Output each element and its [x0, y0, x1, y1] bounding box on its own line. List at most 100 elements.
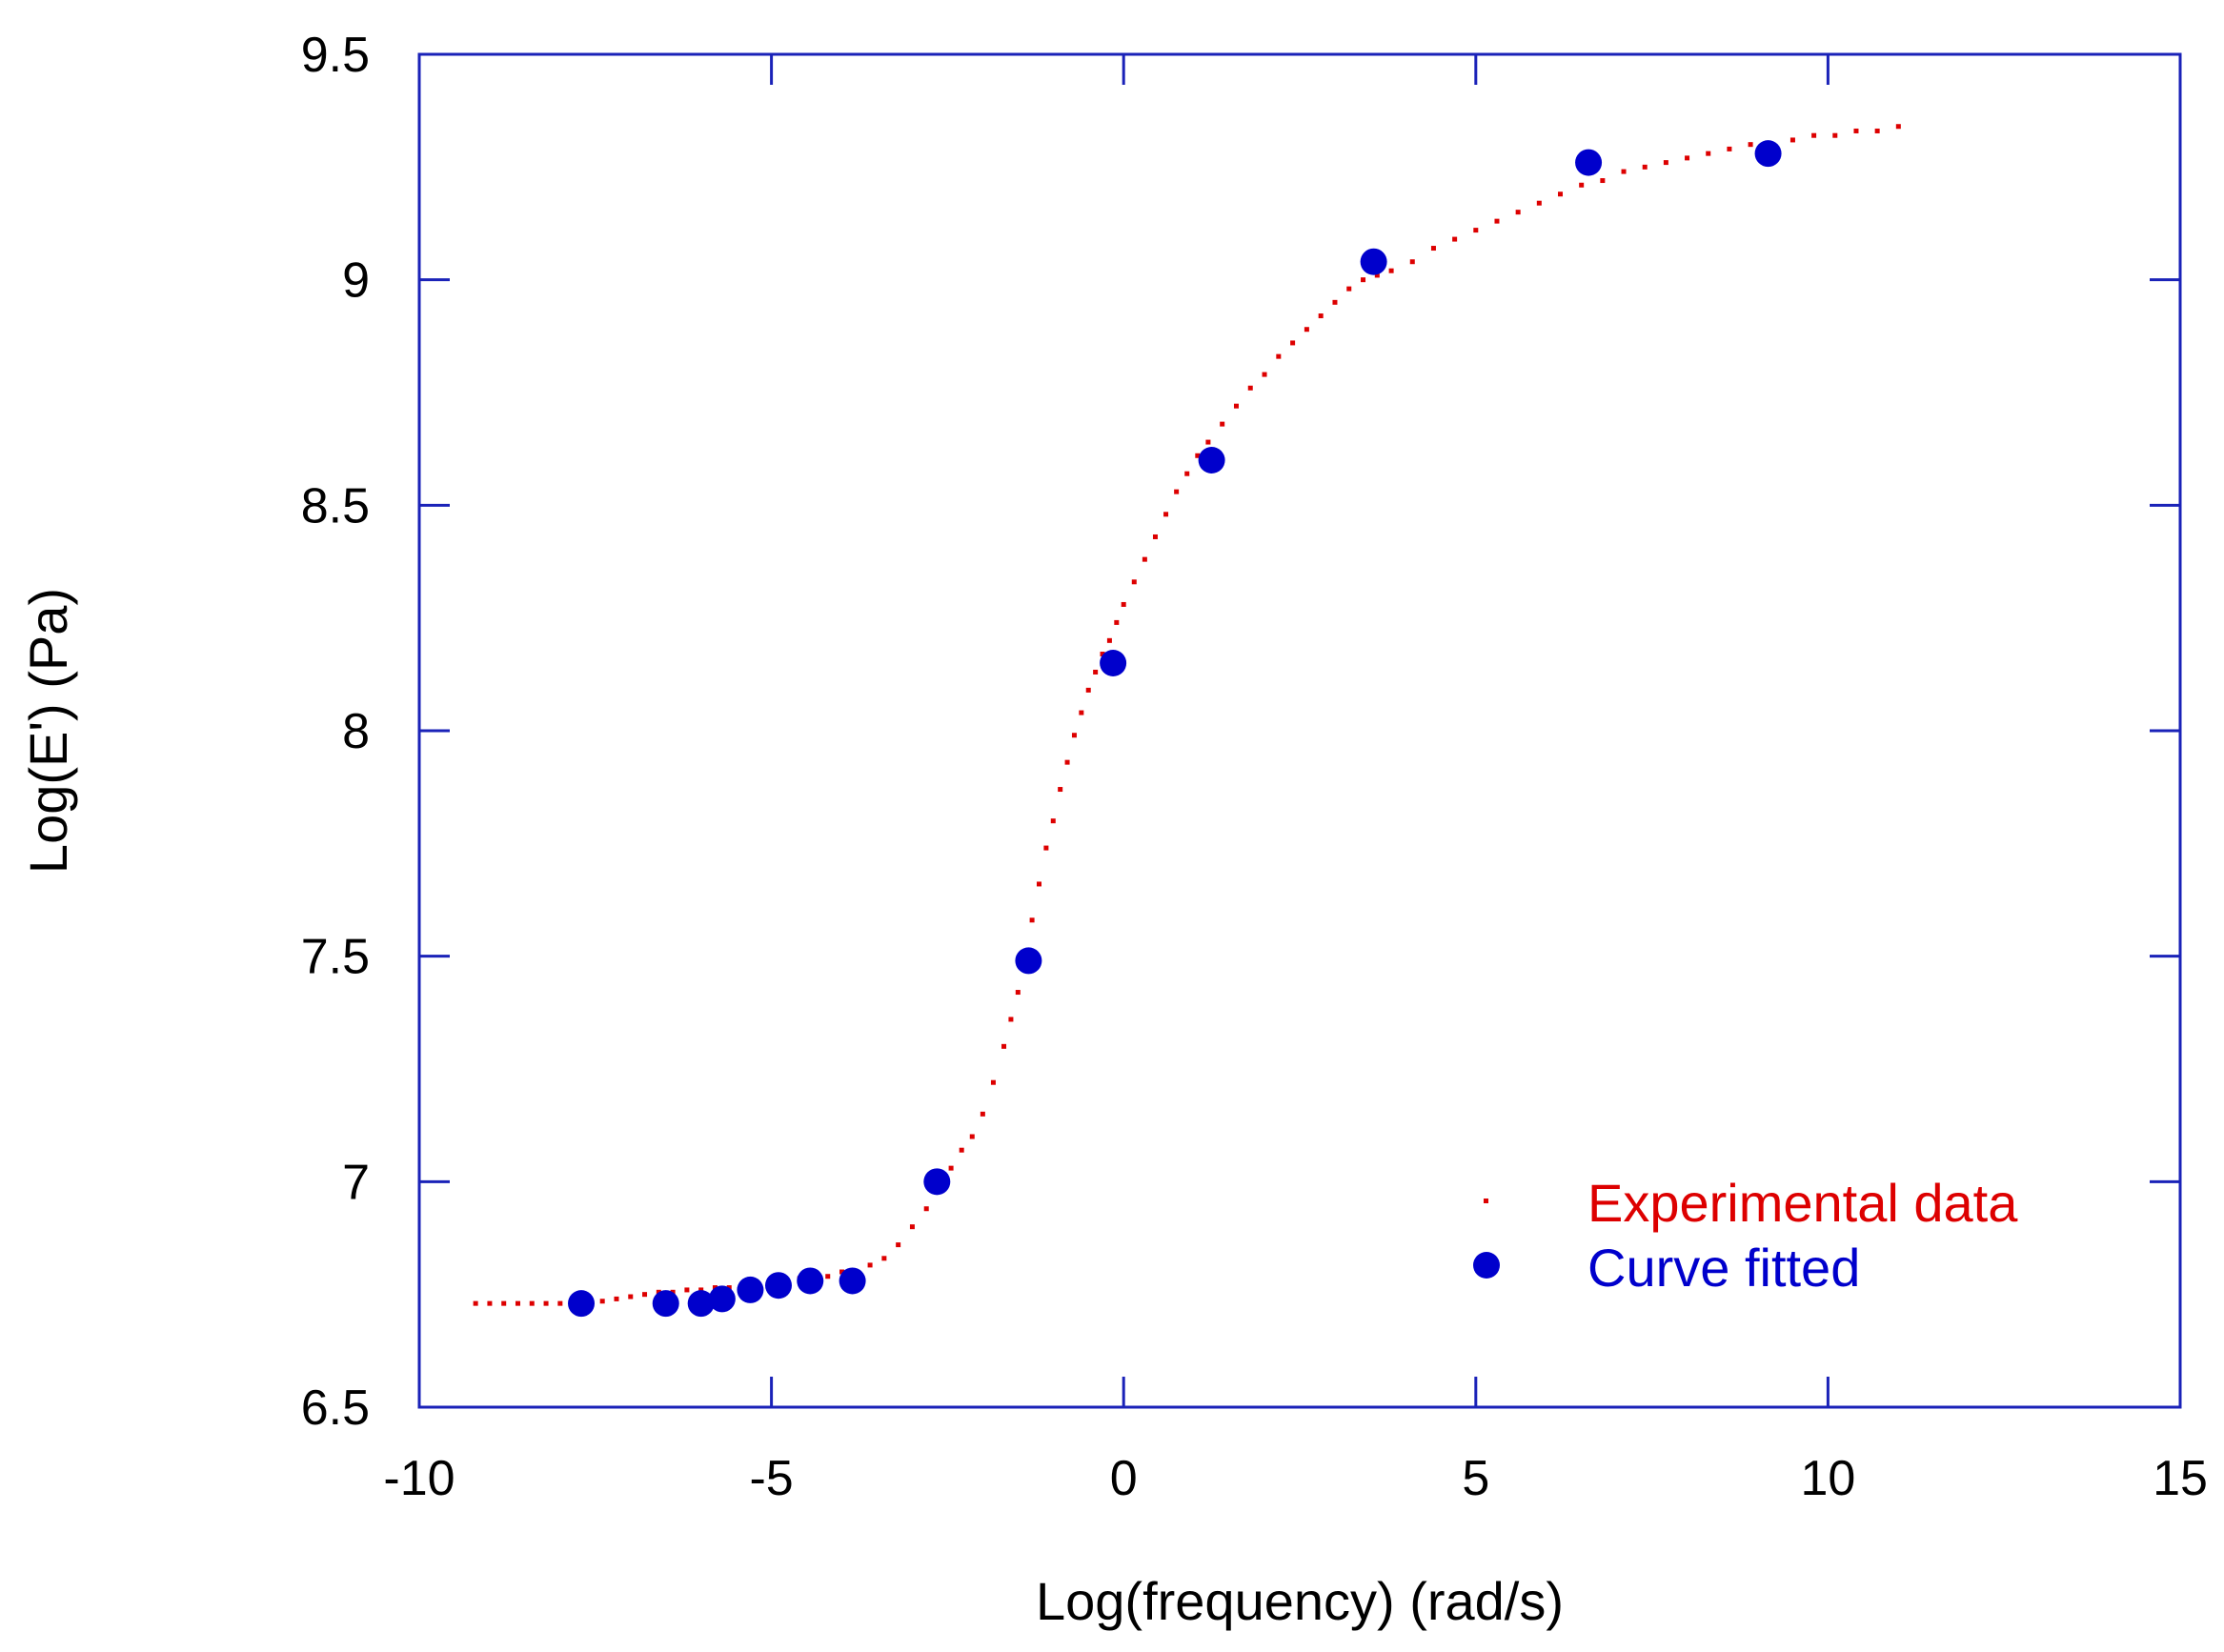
experimental-point	[1895, 124, 1901, 130]
experimental-point	[1262, 372, 1267, 377]
y-tick-label: 8.5	[301, 478, 370, 534]
experimental-point	[1452, 236, 1458, 242]
x-tick-labels: -10 -5 0 5 10 15	[383, 1451, 2208, 1506]
experimental-point	[1131, 579, 1137, 585]
experimental-point	[1142, 556, 1147, 562]
experimental-point	[1036, 881, 1041, 887]
fitted-point	[1360, 248, 1387, 275]
experimental-point	[1558, 191, 1564, 197]
y-tick-labels: 6.5 7 7.5 8 8.5 9 9.5	[301, 28, 370, 1436]
x-axis-label: Log(frequency) (rad/s)	[1036, 1571, 1564, 1631]
experimental-point	[1050, 818, 1056, 824]
experimental-point	[684, 1287, 690, 1293]
experimental-point	[1304, 327, 1309, 332]
experimental-point	[1346, 286, 1352, 292]
experimental-point	[1247, 385, 1253, 391]
x-tick-label: -5	[749, 1451, 793, 1506]
y-tick-label: 9	[342, 253, 370, 309]
experimental-point	[1409, 259, 1415, 265]
fitted-point	[839, 1267, 866, 1295]
experimental-point	[1811, 132, 1817, 138]
fitted-point	[764, 1272, 792, 1299]
experimental-point	[881, 1256, 887, 1261]
experimental-point	[1001, 1043, 1007, 1049]
experimental-point	[1114, 619, 1120, 625]
experimental-point	[1174, 489, 1180, 494]
experimental-point	[1361, 277, 1366, 283]
experimental-point	[1318, 313, 1324, 319]
experimental-point	[515, 1300, 520, 1306]
experimental-point	[1600, 178, 1606, 184]
experimental-point	[1706, 151, 1711, 156]
x-tick-label: -10	[383, 1451, 455, 1506]
experimental-point	[1205, 439, 1211, 445]
experimental-point	[1008, 1017, 1014, 1022]
experimental-point	[969, 1134, 975, 1139]
experimental-point	[1789, 137, 1795, 143]
experimental-point	[1058, 787, 1063, 793]
fitted-point	[652, 1290, 679, 1318]
experimental-point	[1029, 917, 1035, 923]
experimental-point	[557, 1300, 563, 1306]
experimental-point	[1093, 669, 1099, 675]
experimental-point	[1085, 687, 1091, 693]
fitted-point	[923, 1168, 951, 1196]
experimental-point	[1515, 210, 1521, 215]
legend-fitted-label: Curve fitted	[1587, 1238, 1860, 1298]
fitted-point	[1100, 650, 1127, 676]
x-tick-label: 10	[1800, 1451, 1855, 1506]
fitted-point	[687, 1290, 715, 1318]
experimental-point	[990, 1079, 996, 1085]
y-tick-label: 7	[342, 1155, 370, 1210]
experimental-point	[543, 1300, 549, 1306]
fitted-point	[1015, 947, 1042, 975]
experimental-point	[1430, 246, 1436, 252]
fitted-point	[708, 1285, 736, 1313]
legend: Experimental data Curve fitted	[1473, 1173, 2018, 1298]
experimental-point	[1220, 421, 1225, 427]
experimental-point	[1853, 128, 1859, 133]
curve-fitted-series	[568, 140, 1782, 1318]
y-axis-label: Log(E') (Pa)	[18, 588, 78, 874]
x-tick-label: 0	[1110, 1451, 1138, 1506]
fitted-point	[568, 1290, 596, 1318]
experimental-point	[1100, 652, 1105, 657]
y-tick-label: 8	[342, 704, 370, 759]
experimental-point	[1071, 733, 1077, 738]
experimental-point	[959, 1147, 964, 1153]
experimental-point	[1064, 759, 1070, 765]
legend-experimental-marker	[1484, 1199, 1488, 1203]
experimental-point	[614, 1296, 619, 1301]
experimental-point	[1015, 990, 1021, 996]
experimental-point	[839, 1269, 845, 1275]
experimental-point	[487, 1300, 493, 1306]
experimental-point	[1727, 146, 1732, 151]
fitted-point	[1198, 447, 1225, 473]
experimental-point	[1536, 200, 1542, 206]
fitted-point	[737, 1276, 764, 1303]
experimental-point	[1290, 340, 1296, 346]
experimental-point	[1233, 403, 1239, 409]
legend-experimental-label: Experimental data	[1587, 1173, 2018, 1233]
fitted-point	[797, 1267, 824, 1295]
experimental-point	[1106, 637, 1112, 643]
experimental-point	[501, 1300, 507, 1306]
fitted-point	[1575, 149, 1603, 176]
experimental-point	[599, 1299, 605, 1304]
experimental-point	[1374, 272, 1380, 278]
experimental-point	[980, 1111, 985, 1117]
experimental-point	[1388, 268, 1394, 273]
experimental-point	[1642, 164, 1648, 170]
experimental-point	[1332, 299, 1338, 305]
axis-ticks	[417, 52, 2182, 1409]
experimental-point	[1621, 169, 1627, 174]
experimental-point	[825, 1274, 831, 1279]
experimental-point	[1832, 132, 1838, 138]
experimental-point	[1152, 534, 1158, 539]
experimental-point	[1276, 353, 1282, 359]
y-tick-label: 6.5	[301, 1380, 370, 1436]
experimental-point	[923, 1206, 929, 1212]
experimental-point	[1184, 471, 1190, 476]
experimental-point	[867, 1262, 873, 1268]
